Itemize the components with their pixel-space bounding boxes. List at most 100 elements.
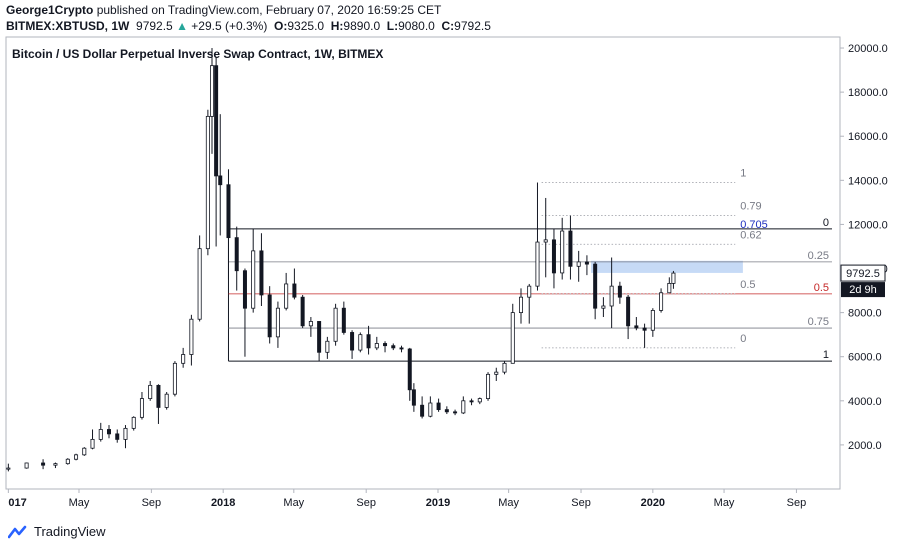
x-tick-label: 2020 (641, 497, 665, 509)
candle-body (98, 429, 103, 440)
candle-body (551, 239, 556, 274)
candle-body (650, 310, 655, 331)
candle-body (139, 398, 144, 418)
candle-body (197, 248, 202, 320)
candle-body (642, 327, 647, 331)
candle-body (436, 402, 441, 411)
candle-body (267, 294, 272, 338)
candle-body (609, 285, 614, 307)
candle-body (560, 230, 565, 274)
x-tick-label: Sep (142, 497, 162, 509)
candle-body (502, 362, 507, 373)
resistance-zone (591, 260, 743, 273)
candle-body (383, 343, 388, 347)
x-tick-label: May (283, 497, 304, 509)
candle-body (156, 384, 161, 408)
high-value: 9890.0 (343, 19, 381, 33)
candle-body (411, 389, 416, 406)
candle-body (24, 462, 29, 469)
candle-body (333, 307, 338, 342)
x-tick-label: Sep (571, 497, 591, 509)
candle-body (308, 321, 313, 327)
candle-body (358, 334, 363, 351)
candle-body (123, 427, 128, 440)
countdown-badge-label: 2d 9h (849, 284, 877, 296)
fib-level-label: 0.705 (740, 219, 768, 231)
candle-body (181, 354, 186, 364)
candle-body (41, 462, 46, 466)
x-tick-label: 2019 (426, 497, 450, 509)
range-level-label: 1 (823, 349, 829, 361)
candle-body (6, 467, 11, 470)
candle-body (634, 325, 639, 329)
open-value: 9325.0 (287, 19, 325, 33)
countdown-badge (841, 282, 885, 298)
candle-body (453, 411, 458, 414)
x-tick-label: May (714, 497, 735, 509)
candle-body (593, 263, 598, 309)
candle-body (131, 416, 136, 429)
candle-body (226, 184, 231, 239)
candle-body (292, 283, 297, 298)
candle-body (341, 307, 346, 333)
candle-body (444, 409, 449, 413)
y-tick-label: 20000.0 (848, 43, 888, 55)
price-change: +29.5 (+0.3%) (191, 19, 268, 33)
candle-body (469, 400, 474, 403)
candle-body (601, 305, 606, 309)
fib-level-label: 1 (740, 168, 746, 180)
tradingview-footer[interactable]: TradingView (8, 524, 106, 539)
candle-body (82, 447, 87, 456)
ohlc-line: BITMEX:XBTUSD, 1W 9792.5 ▲ +29.5 (+0.3%)… (6, 19, 491, 33)
x-tick-label: 017 (8, 497, 26, 509)
candle-body (510, 312, 515, 364)
tradingview-logo-icon (8, 525, 27, 538)
high-label: H: (330, 19, 344, 33)
candle-body (518, 296, 523, 314)
y-tick-label: 4000.0 (848, 396, 882, 408)
symbol-label[interactable]: BITMEX:XBTUSD, 1W (6, 19, 130, 33)
candle-body (90, 438, 95, 449)
fib-level-label: 0.5 (740, 279, 755, 291)
candle-body (568, 230, 573, 267)
candle-body (234, 237, 239, 272)
x-tick-label: Sep (787, 497, 807, 509)
candle-body (584, 261, 589, 265)
fib-level-label: 0 (740, 333, 746, 345)
y-tick-label: 2000.0 (848, 440, 882, 452)
candle-body (209, 65, 214, 117)
author-name[interactable]: George1Crypto (6, 3, 94, 17)
chart-title: Bitcoin / US Dollar Perpetual Inverse Sw… (12, 47, 383, 61)
candle-body (391, 345, 396, 349)
y-tick-label: 6000.0 (848, 352, 882, 364)
candle-body (374, 343, 379, 349)
candle-body (218, 175, 223, 186)
candle-body (428, 402, 433, 417)
low-label: L: (386, 19, 399, 33)
y-tick-label: 8000.0 (848, 308, 882, 320)
range-level-label: 0.75 (808, 316, 829, 328)
publish-info: published on TradingView.com, February 0… (96, 3, 442, 17)
y-tick-label: 14000.0 (848, 175, 888, 187)
fib-level-label: 0.79 (740, 201, 761, 213)
price-badge-label: 9792.5 (846, 268, 880, 280)
candle-body (527, 285, 532, 298)
candle-body (617, 285, 622, 298)
candle-body (317, 321, 322, 353)
candle-body (172, 362, 177, 395)
range-level-label: 0.5 (814, 282, 829, 294)
y-tick-label: 16000.0 (848, 131, 888, 143)
candle-body (65, 458, 70, 465)
candle-body (477, 398, 482, 403)
candle-body (189, 318, 194, 355)
candle-body (350, 332, 355, 351)
candle-body (626, 296, 631, 327)
close-value: 9792.5 (454, 19, 491, 33)
close-label: C: (441, 19, 455, 33)
candle-body (53, 463, 58, 466)
candle-body (325, 340, 330, 353)
open-label: O: (274, 19, 288, 33)
last-price: 9792.5 (136, 19, 173, 33)
range-level-label: 0 (823, 217, 829, 229)
